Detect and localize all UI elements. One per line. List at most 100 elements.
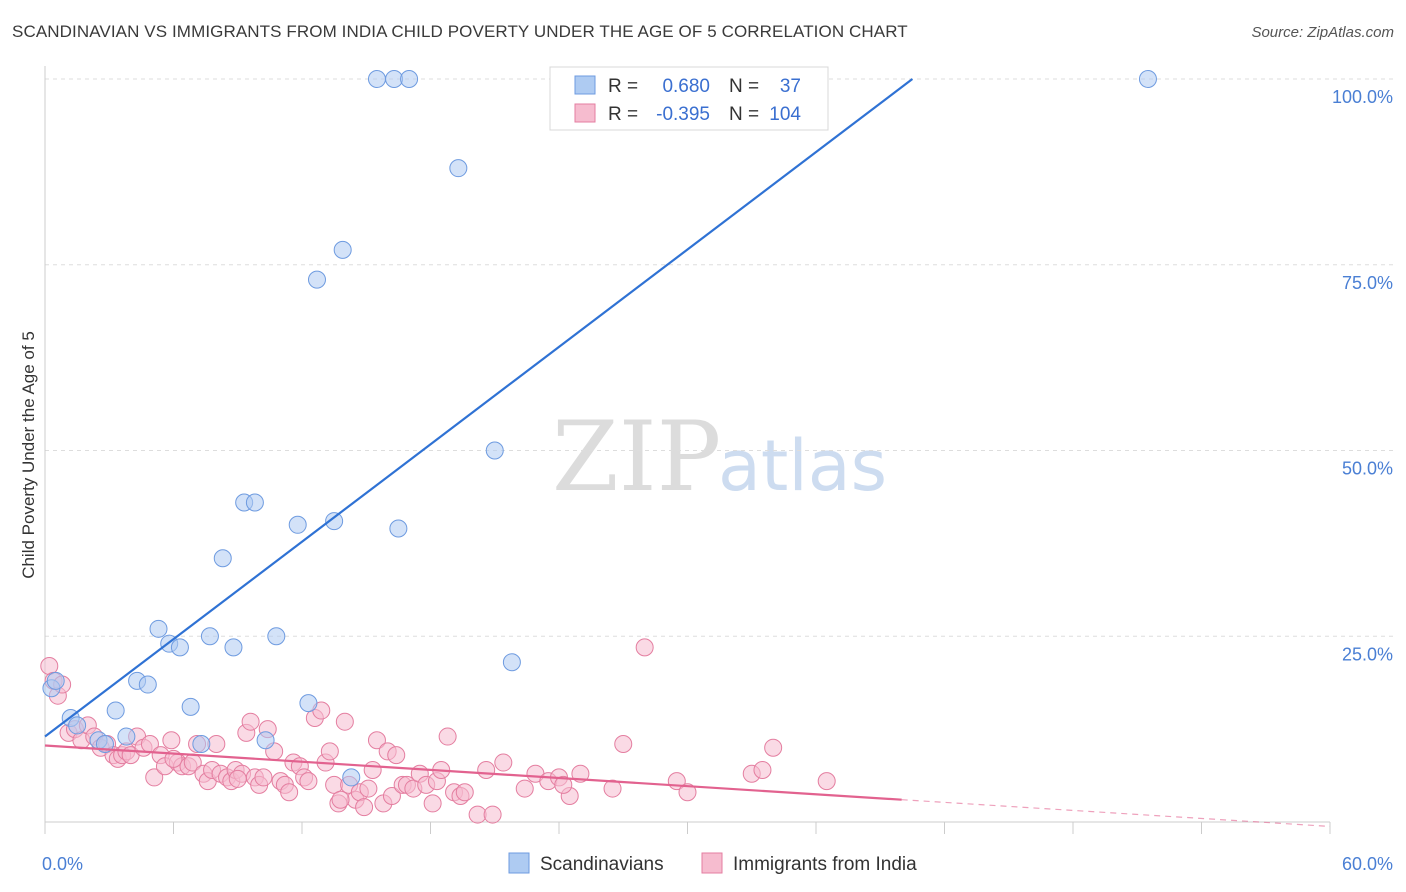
bottom-legend-label-scandinavians: Scandinavians — [540, 854, 664, 875]
scandinavian-point-36 — [1138, 70, 1157, 88]
watermark-zip: ZIP — [552, 401, 721, 513]
bottom-legend-label-india: Immigrants from India — [733, 854, 917, 875]
y-tick-label-3: 25.0% — [1342, 644, 1393, 664]
india-point-61 — [355, 798, 374, 817]
india-point-99 — [817, 772, 836, 791]
tick-labels: 100.0% 75.0% 50.0% 25.0% 0.0% 60.0% — [42, 87, 1393, 874]
india-point-91 — [603, 779, 622, 798]
india-point-85 — [515, 779, 534, 798]
india-point-98 — [764, 738, 783, 757]
scandinavian-point-14 — [192, 734, 211, 753]
trendlines — [44, 78, 1331, 828]
india-point-41 — [254, 768, 273, 787]
scandinavian-point-1 — [46, 671, 65, 690]
scandinavian-point-7 — [117, 727, 136, 746]
india-point-68 — [387, 746, 406, 765]
y-tick-label-1: 75.0% — [1342, 273, 1393, 293]
scandinavian-point-6 — [106, 701, 125, 720]
scandinavian-point-9 — [138, 675, 157, 694]
scandinavian-point-23 — [299, 694, 318, 713]
scandinavian-point-17 — [224, 638, 243, 657]
scandinavian-point-28 — [367, 70, 386, 88]
india-point-100 — [554, 775, 573, 794]
india-point-80 — [455, 783, 474, 802]
gridlines — [45, 78, 1395, 637]
india-point-63 — [363, 760, 382, 779]
india-point-83 — [483, 805, 502, 824]
india-point-82 — [477, 760, 496, 779]
scandinavian-point-22 — [288, 515, 307, 534]
bottom-legend-swatch-scandinavians — [508, 852, 530, 874]
scandinavian-point-26 — [333, 240, 352, 259]
y-tick-label-2: 50.0% — [1342, 459, 1393, 479]
legend-swatch-scandinavians — [574, 75, 596, 95]
scandinavian-point-15 — [200, 627, 219, 646]
india-point-46 — [280, 783, 299, 802]
scandinavian-point-16 — [213, 549, 232, 568]
india-point-67 — [382, 786, 401, 805]
scandinavian-point-31 — [400, 70, 419, 88]
legend-r-label-1: R = — [608, 76, 638, 97]
legend-n-label-2: N = — [729, 104, 759, 125]
india-point-90 — [571, 764, 590, 783]
india-point-102 — [228, 769, 247, 788]
india-point-95 — [678, 783, 697, 802]
scandinavian-point-34 — [502, 653, 521, 672]
india-point-31 — [207, 734, 226, 753]
scandinavian-point-33 — [485, 441, 504, 460]
bottom-legend-swatch-india — [701, 852, 723, 874]
legend-n-value-2: 104 — [769, 104, 801, 125]
legend-r-label-2: R = — [608, 104, 638, 125]
chart-source: Source: ZipAtlas.com — [1251, 24, 1394, 41]
trendline-scandinavians — [44, 78, 914, 738]
india-point-62 — [359, 779, 378, 798]
india-point-50 — [299, 772, 318, 791]
legend-box — [549, 66, 829, 131]
legend-swatch-india — [574, 103, 596, 123]
india-point-64 — [367, 731, 386, 750]
india-point-93 — [635, 638, 654, 657]
series-india-points — [40, 638, 836, 824]
x-tick-label-right: 60.0% — [1342, 854, 1393, 874]
bottom-legend: Scandinavians Immigrants from India — [508, 852, 917, 875]
scandinavian-point-21 — [267, 627, 286, 646]
india-point-38 — [241, 712, 260, 731]
watermark: ZIP atlas — [552, 401, 887, 513]
india-point-54 — [320, 742, 339, 761]
x-tick-label-left: 0.0% — [42, 854, 83, 874]
scandinavian-point-20 — [256, 731, 275, 750]
trendline-india — [44, 744, 902, 801]
scandinavian-point-13 — [181, 697, 200, 716]
legend-n-label-1: N = — [729, 76, 759, 97]
india-point-101 — [331, 790, 350, 809]
india-point-74 — [423, 794, 442, 813]
india-point-19 — [145, 768, 164, 787]
scandinavian-point-25 — [325, 512, 344, 531]
axes — [44, 66, 1331, 834]
scandinavian-point-12 — [170, 638, 189, 657]
scandinavian-point-24 — [307, 270, 326, 289]
legend: R = 0.680 N = 37 R = -0.395 N = 104 — [549, 66, 829, 131]
scandinavian-point-27 — [342, 768, 361, 787]
india-point-84 — [494, 753, 513, 772]
legend-r-value-1: 0.680 — [662, 76, 710, 97]
india-point-57 — [335, 712, 354, 731]
y-axis-label: Child Poverty Under the Age of 5 — [19, 331, 38, 579]
scandinavian-point-32 — [449, 159, 468, 178]
y-tick-label-0: 100.0% — [1332, 87, 1393, 107]
india-point-92 — [614, 734, 633, 753]
scandinavian-point-3 — [68, 716, 87, 735]
legend-n-value-1: 37 — [780, 76, 801, 97]
india-point-22 — [162, 731, 181, 750]
legend-r-value-2: -0.395 — [656, 104, 710, 125]
scandinavian-point-19 — [245, 493, 264, 512]
scandinavian-point-29 — [385, 70, 404, 88]
india-point-97 — [753, 760, 772, 779]
india-point-81 — [468, 805, 487, 824]
india-point-77 — [438, 727, 457, 746]
watermark-atlas: atlas — [718, 425, 887, 507]
scandinavian-point-30 — [389, 519, 408, 538]
scandinavian-point-10 — [149, 619, 168, 638]
chart-title: SCANDINAVIAN VS IMMIGRANTS FROM INDIA CH… — [12, 22, 908, 41]
